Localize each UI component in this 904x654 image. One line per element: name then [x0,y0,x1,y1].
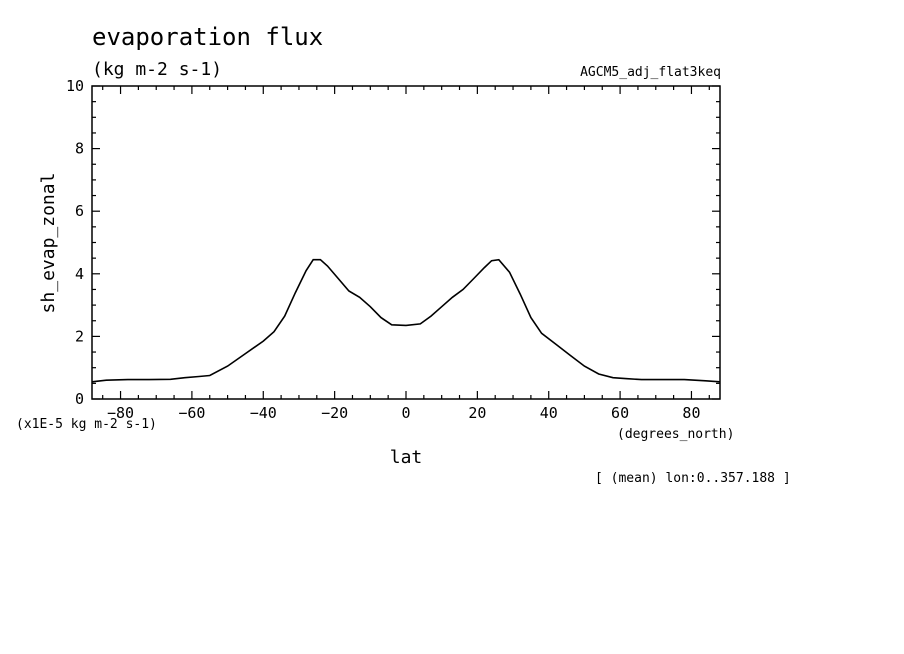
x-tick-label: −80 [107,404,134,422]
x-tick-label: 40 [540,404,558,422]
axis-tick-labels: −80 −60 −40 −20 0 20 40 60 80 0 2 4 6 8 10 [66,77,701,422]
x-tick-label: 60 [611,404,629,422]
y-axis-label: sh_evap_zonal [38,173,59,314]
x-tick-label: −60 [178,404,205,422]
y-tick-label: 4 [75,265,84,283]
chart-title: evaporation flux [92,23,323,51]
x-axis-units: (degrees_north) [617,427,734,442]
y-tick-label: 2 [75,327,84,345]
y-tick-label: 0 [75,390,84,408]
y-tick-label: 10 [66,77,84,95]
x-axis-label: lat [390,447,423,468]
y-axis-units: (x1E-5 kg m-2 s-1) [16,417,157,432]
y-tick-label: 6 [75,202,84,220]
x-tick-label: 20 [468,404,486,422]
x-tick-label: 80 [682,404,700,422]
y-tick-label: 8 [75,140,84,158]
plot-frame [91,85,721,400]
series-line [91,258,721,383]
x-tick-label: −20 [321,404,348,422]
x-tick-label: 0 [401,404,410,422]
model-name: AGCM5_adj_flat3keq [580,65,721,80]
x-tick-label: −40 [250,404,277,422]
chart-subtitle: (kg m-2 s-1) [92,59,222,80]
footnote: [ (mean) lon:0..357.188 ] [595,471,791,486]
axis-ticks [92,85,720,400]
